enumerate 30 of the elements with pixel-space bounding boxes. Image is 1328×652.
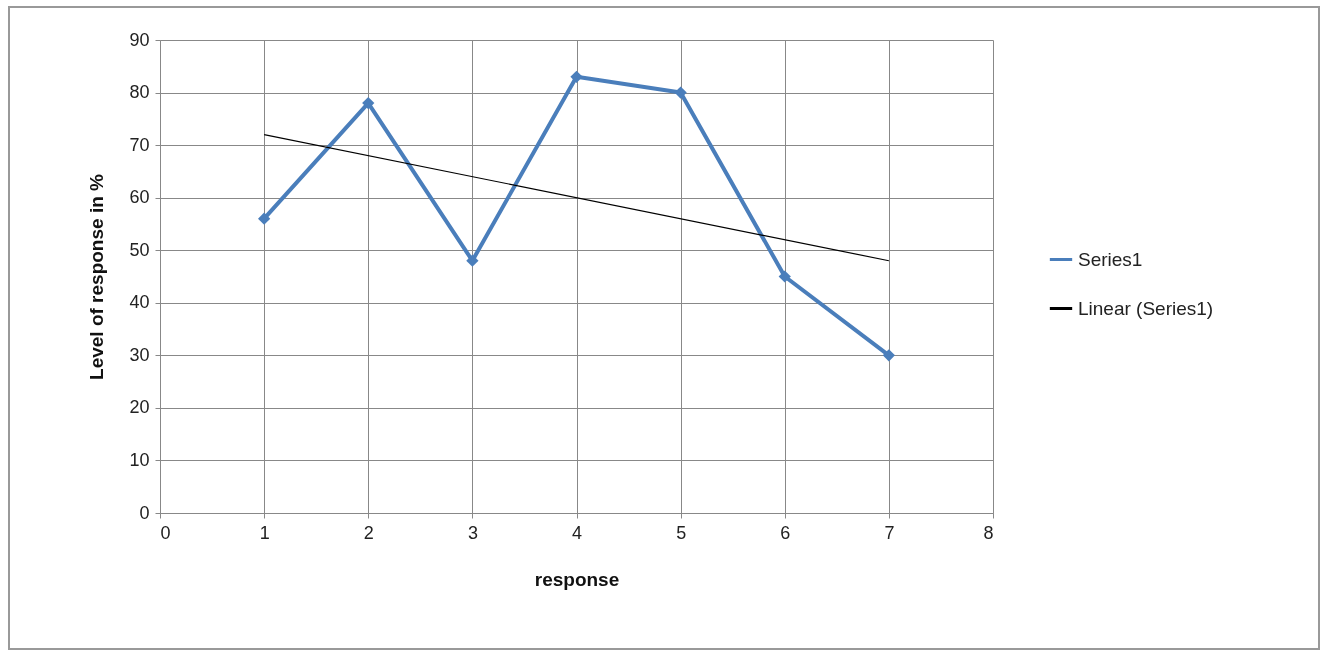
y-tick-label: 70 [129,134,150,155]
x-tick-label: 5 [676,522,687,543]
legend-label: Series1 [1078,248,1143,270]
x-tick-label: 4 [571,522,583,543]
x-tick-label: 7 [884,522,895,543]
point [570,70,583,83]
y-tick-label: 60 [129,187,150,208]
x-tick-label: 8 [983,522,994,543]
x-tick-label: 1 [259,522,270,543]
point [778,270,791,283]
x-tick-label: 3 [467,522,478,543]
point [674,86,687,99]
y-tick-label: 30 [129,344,150,365]
y-tick-label: 0 [139,502,150,523]
x-axis-title: response [534,568,620,590]
y-tick-label: 10 [129,449,150,470]
y-tick-label: 20 [129,397,150,418]
y-tick-label: 80 [129,82,150,103]
y-tick-label: 40 [129,292,150,313]
x-tick-label: 6 [780,522,791,543]
x-tick-label: 2 [363,522,374,543]
y-tick-label: 90 [129,29,150,50]
point [258,212,271,225]
y-axis-title: Level of response in % [86,173,108,380]
x-tick-label: 0 [160,522,171,543]
legend-label: Linear (Series1) [1078,297,1214,319]
point [362,96,375,110]
y-tick-label: 50 [129,239,150,260]
point [466,254,479,267]
point [882,349,895,362]
